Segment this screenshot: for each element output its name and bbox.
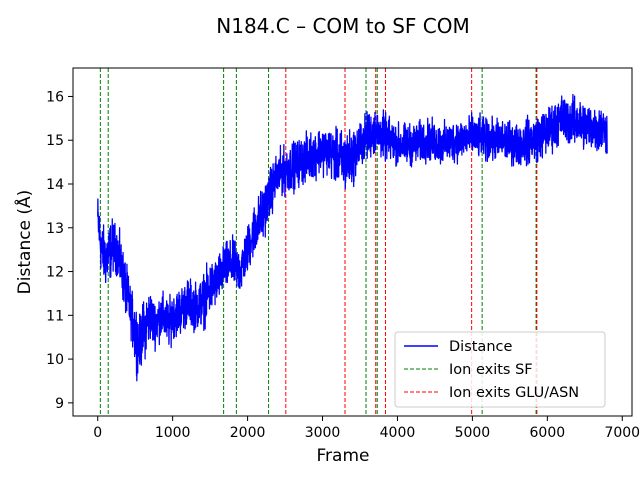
y-tick-label: 16 (46, 89, 64, 105)
y-tick-label: 15 (46, 133, 64, 149)
legend-label: Ion exits GLU/ASN (449, 385, 579, 401)
y-axis: 9 10 11 12 13 14 15 16 (46, 89, 73, 412)
x-tick-label: 2000 (230, 425, 266, 441)
legend-label: Ion exits SF (449, 362, 533, 378)
y-axis-label: Distance (Å) (13, 190, 35, 295)
chart-title: N184.C – COM to SF COM (216, 14, 469, 38)
x-tick-label: 7000 (604, 425, 640, 441)
legend-label: Distance (449, 339, 512, 355)
x-tick-label: 6000 (530, 425, 566, 441)
y-tick-label: 13 (46, 221, 64, 237)
legend-box (394, 331, 606, 408)
x-axis-label: Frame (317, 446, 370, 466)
y-tick-label: 12 (46, 265, 64, 281)
x-tick-label: 1000 (155, 425, 191, 441)
x-axis: 0 1000 2000 3000 4000 5000 6000 7000 (93, 416, 640, 441)
axes-frame (72, 67, 633, 417)
x-tick-label: 3000 (305, 425, 341, 441)
x-tick-label: 4000 (380, 425, 416, 441)
y-tick-label: 10 (46, 352, 64, 368)
y-tick-label: 9 (55, 396, 64, 412)
series-line-distance (97, 93, 608, 382)
x-tick-label: 0 (93, 425, 102, 441)
y-tick-label: 14 (46, 177, 64, 193)
x-tick-label: 5000 (455, 425, 491, 441)
legend: Distance Ion exits SF Ion exits GLU/ASN (394, 331, 606, 408)
y-tick-label: 11 (46, 308, 64, 324)
